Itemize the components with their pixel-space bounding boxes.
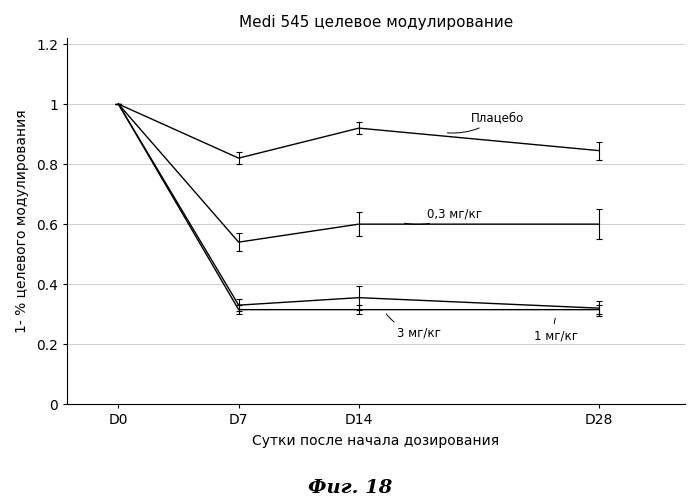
Text: Плацебо: Плацебо <box>447 111 524 133</box>
X-axis label: Сутки после начала дозирования: Сутки после начала дозирования <box>253 434 500 448</box>
Text: Фиг. 18: Фиг. 18 <box>308 479 392 497</box>
Y-axis label: 1- % целевого модулирования: 1- % целевого модулирования <box>15 110 29 333</box>
Title: Medi 545 целевое модулирование: Medi 545 целевое модулирование <box>239 15 513 30</box>
Text: 1 мг/кг: 1 мг/кг <box>534 318 578 342</box>
Text: 0,3 мг/кг: 0,3 мг/кг <box>405 207 482 225</box>
Text: 3 мг/кг: 3 мг/кг <box>386 314 440 340</box>
